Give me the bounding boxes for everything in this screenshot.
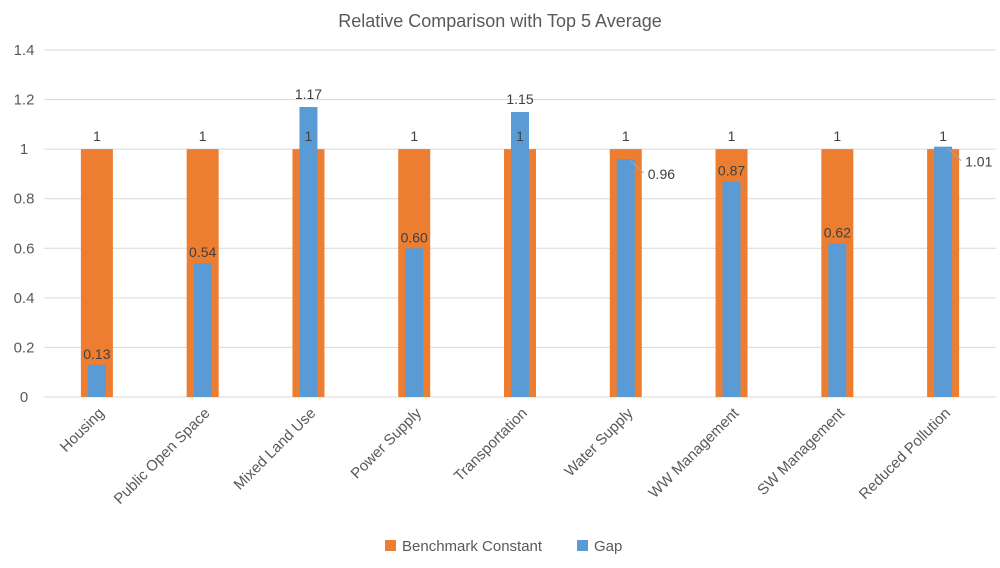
data-label-benchmark: 1	[516, 128, 524, 144]
data-label-gap: 0.87	[718, 162, 745, 178]
leader-line	[947, 148, 962, 162]
bar-gap	[616, 159, 635, 397]
data-label-gap: 1.01	[965, 154, 992, 170]
legend-label-gap: Gap	[594, 538, 622, 555]
data-label-benchmark: 1	[833, 128, 841, 144]
x-category-label: Reduced Pollution	[856, 405, 954, 503]
x-category-label: Power Supply	[348, 404, 426, 482]
bar-gap	[934, 146, 953, 397]
x-category-label: Public Open Space	[111, 405, 214, 508]
legend: Benchmark Constant Gap	[385, 538, 622, 555]
bar-gap	[193, 263, 212, 397]
data-label-benchmark: 1	[305, 128, 313, 144]
y-tick-label: 1.2	[14, 92, 35, 109]
bar-gap	[722, 181, 741, 397]
x-category-label: Water Supply	[561, 404, 637, 480]
data-label-gap: 1.17	[295, 86, 322, 102]
data-label-benchmark: 1	[199, 128, 207, 144]
legend-swatch-benchmark	[385, 540, 396, 551]
x-category-label: Transportation	[451, 405, 531, 485]
bars	[80, 107, 960, 397]
y-tick-label: 0	[20, 389, 28, 406]
data-label-gap: 1.15	[506, 91, 533, 107]
y-tick-label: 0.6	[14, 240, 35, 257]
y-axis-ticks: 0 0.2 0.4 0.6 0.8 1 1.2 1.4	[14, 42, 35, 406]
x-axis-categories: Housing Public Open Space Mixed Land Use Po…	[57, 404, 954, 507]
data-label-gap: 0.13	[83, 346, 110, 362]
bar-benchmark	[80, 149, 113, 397]
bar-gap	[828, 243, 847, 397]
bar-gap	[299, 107, 318, 397]
x-category-label: Housing	[57, 405, 108, 456]
data-label-benchmark: 1	[410, 128, 418, 144]
y-tick-label: 0.4	[14, 290, 35, 307]
x-category-label: SW Management	[754, 404, 849, 499]
data-label-gap: 0.96	[648, 166, 675, 182]
y-tick-label: 0.8	[14, 191, 35, 208]
legend-swatch-gap	[577, 540, 588, 551]
bar-gap	[511, 111, 529, 397]
y-tick-label: 1.4	[14, 42, 35, 59]
bar-gap	[87, 364, 106, 397]
data-label-benchmark: 1	[622, 128, 630, 144]
chart-title: Relative Comparison with Top 5 Average	[338, 11, 662, 31]
x-category-label: WW Management	[645, 404, 742, 501]
data-label-gap: 0.54	[189, 244, 216, 260]
y-tick-label: 1	[20, 141, 28, 158]
y-tick-label: 0.2	[14, 339, 35, 356]
legend-label-benchmark: Benchmark Constant	[402, 538, 543, 555]
bar-gap	[405, 248, 424, 397]
data-labels: 1 0.13 1 0.54 1 1.17 1 0.60 1 1.15 1 0.96 1 0.87 1 0.62…	[83, 86, 992, 362]
data-label-benchmark: 1	[939, 128, 947, 144]
data-label-benchmark: 1	[93, 128, 101, 144]
data-label-gap: 0.60	[401, 229, 428, 245]
data-label-gap: 0.62	[824, 224, 851, 240]
leader-line	[630, 160, 645, 174]
data-label-benchmark: 1	[728, 128, 736, 144]
x-category-label: Mixed Land Use	[231, 405, 320, 494]
